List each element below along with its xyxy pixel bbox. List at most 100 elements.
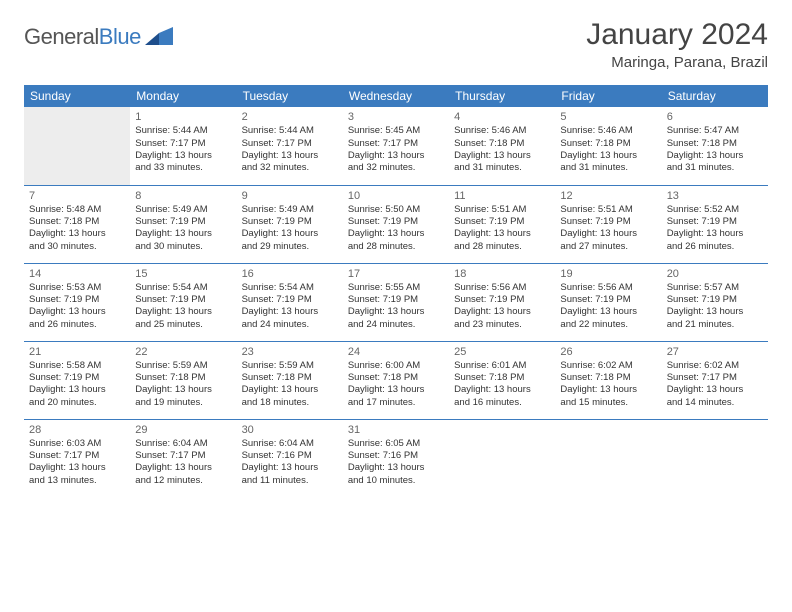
weekday-header: Sunday [24,85,130,107]
cell-sunset: Sunset: 7:17 PM [135,138,231,150]
calendar-day-cell: 7Sunrise: 5:48 AMSunset: 7:18 PMDaylight… [24,185,130,263]
cell-sunset: Sunset: 7:19 PM [348,216,444,228]
cell-sunset: Sunset: 7:19 PM [560,294,656,306]
cell-sunrise: Sunrise: 6:04 AM [135,438,231,450]
weekday-header: Wednesday [343,85,449,107]
cell-daylight1: Daylight: 13 hours [348,306,444,318]
cell-sunset: Sunset: 7:17 PM [348,138,444,150]
day-number: 29 [135,423,231,437]
cell-sunset: Sunset: 7:16 PM [348,450,444,462]
day-number: 19 [560,267,656,281]
cell-daylight1: Daylight: 13 hours [348,384,444,396]
day-number: 10 [348,189,444,203]
cell-sunset: Sunset: 7:18 PM [667,138,763,150]
weekday-header: Thursday [449,85,555,107]
cell-daylight1: Daylight: 13 hours [135,150,231,162]
calendar-day-cell: 5Sunrise: 5:46 AMSunset: 7:18 PMDaylight… [555,107,661,185]
day-number: 9 [242,189,338,203]
cell-sunset: Sunset: 7:19 PM [135,216,231,228]
cell-sunrise: Sunrise: 5:58 AM [29,360,125,372]
cell-daylight1: Daylight: 13 hours [242,150,338,162]
day-number: 12 [560,189,656,203]
calendar-day-cell: 9Sunrise: 5:49 AMSunset: 7:19 PMDaylight… [237,185,343,263]
day-number: 18 [454,267,550,281]
day-number: 25 [454,345,550,359]
day-number: 11 [454,189,550,203]
cell-sunset: Sunset: 7:19 PM [348,294,444,306]
day-number: 16 [242,267,338,281]
cell-daylight2: and 18 minutes. [242,397,338,409]
calendar-day-cell: 29Sunrise: 6:04 AMSunset: 7:17 PMDayligh… [130,419,236,497]
day-number: 31 [348,423,444,437]
cell-sunset: Sunset: 7:18 PM [560,372,656,384]
calendar-day-cell: 1Sunrise: 5:44 AMSunset: 7:17 PMDaylight… [130,107,236,185]
cell-daylight1: Daylight: 13 hours [135,384,231,396]
cell-daylight1: Daylight: 13 hours [667,384,763,396]
title-block: January 2024 Maringa, Parana, Brazil [586,18,768,71]
day-number: 4 [454,110,550,124]
cell-daylight2: and 30 minutes. [135,241,231,253]
logo-text: GeneralBlue [24,24,141,50]
cell-sunset: Sunset: 7:17 PM [135,450,231,462]
calendar-week-row: 21Sunrise: 5:58 AMSunset: 7:19 PMDayligh… [24,341,768,419]
cell-daylight1: Daylight: 13 hours [667,228,763,240]
cell-daylight1: Daylight: 13 hours [242,306,338,318]
day-number: 21 [29,345,125,359]
cell-sunrise: Sunrise: 6:04 AM [242,438,338,450]
cell-daylight2: and 28 minutes. [454,241,550,253]
cell-daylight1: Daylight: 13 hours [348,462,444,474]
calendar-day-cell [449,419,555,497]
calendar-day-cell: 17Sunrise: 5:55 AMSunset: 7:19 PMDayligh… [343,263,449,341]
calendar-day-cell: 10Sunrise: 5:50 AMSunset: 7:19 PMDayligh… [343,185,449,263]
cell-sunrise: Sunrise: 5:55 AM [348,282,444,294]
cell-daylight2: and 33 minutes. [135,162,231,174]
day-number: 17 [348,267,444,281]
cell-sunrise: Sunrise: 6:01 AM [454,360,550,372]
cell-sunset: Sunset: 7:17 PM [29,450,125,462]
cell-daylight1: Daylight: 13 hours [667,306,763,318]
calendar-day-cell: 26Sunrise: 6:02 AMSunset: 7:18 PMDayligh… [555,341,661,419]
calendar-day-cell: 14Sunrise: 5:53 AMSunset: 7:19 PMDayligh… [24,263,130,341]
cell-daylight1: Daylight: 13 hours [454,150,550,162]
cell-daylight2: and 16 minutes. [454,397,550,409]
calendar-week-row: 28Sunrise: 6:03 AMSunset: 7:17 PMDayligh… [24,419,768,497]
cell-daylight1: Daylight: 13 hours [454,306,550,318]
cell-daylight2: and 24 minutes. [348,319,444,331]
calendar-day-cell: 24Sunrise: 6:00 AMSunset: 7:18 PMDayligh… [343,341,449,419]
cell-daylight2: and 27 minutes. [560,241,656,253]
cell-sunset: Sunset: 7:19 PM [29,294,125,306]
cell-daylight2: and 30 minutes. [29,241,125,253]
cell-daylight1: Daylight: 13 hours [135,228,231,240]
cell-daylight2: and 25 minutes. [135,319,231,331]
day-number: 30 [242,423,338,437]
header: GeneralBlue January 2024 Maringa, Parana… [24,18,768,71]
calendar-day-cell: 2Sunrise: 5:44 AMSunset: 7:17 PMDaylight… [237,107,343,185]
cell-daylight2: and 15 minutes. [560,397,656,409]
calendar-day-cell: 22Sunrise: 5:59 AMSunset: 7:18 PMDayligh… [130,341,236,419]
cell-sunset: Sunset: 7:19 PM [667,216,763,228]
day-number: 24 [348,345,444,359]
logo-mark-icon [145,27,175,47]
cell-sunset: Sunset: 7:18 PM [560,138,656,150]
calendar-day-cell: 16Sunrise: 5:54 AMSunset: 7:19 PMDayligh… [237,263,343,341]
cell-sunrise: Sunrise: 5:49 AM [242,204,338,216]
cell-daylight1: Daylight: 13 hours [29,306,125,318]
cell-daylight1: Daylight: 13 hours [29,384,125,396]
cell-sunset: Sunset: 7:18 PM [454,372,550,384]
calendar-day-cell: 21Sunrise: 5:58 AMSunset: 7:19 PMDayligh… [24,341,130,419]
calendar-day-cell: 11Sunrise: 5:51 AMSunset: 7:19 PMDayligh… [449,185,555,263]
calendar-day-cell: 4Sunrise: 5:46 AMSunset: 7:18 PMDaylight… [449,107,555,185]
cell-sunset: Sunset: 7:19 PM [667,294,763,306]
day-number: 27 [667,345,763,359]
cell-sunrise: Sunrise: 5:54 AM [135,282,231,294]
calendar-day-cell: 13Sunrise: 5:52 AMSunset: 7:19 PMDayligh… [662,185,768,263]
day-number: 3 [348,110,444,124]
cell-sunset: Sunset: 7:19 PM [242,294,338,306]
cell-daylight1: Daylight: 13 hours [242,384,338,396]
cell-sunrise: Sunrise: 5:56 AM [454,282,550,294]
cell-sunrise: Sunrise: 5:54 AM [242,282,338,294]
cell-daylight2: and 24 minutes. [242,319,338,331]
calendar-day-cell [24,107,130,185]
cell-daylight1: Daylight: 13 hours [560,384,656,396]
day-number: 15 [135,267,231,281]
